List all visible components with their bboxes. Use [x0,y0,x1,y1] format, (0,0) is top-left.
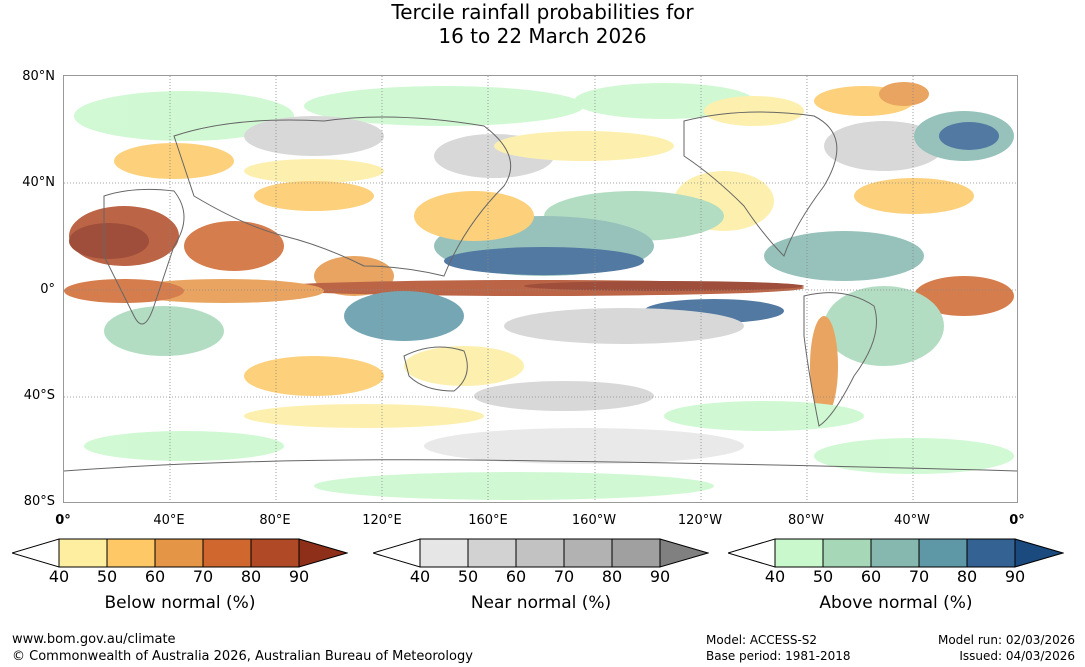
legend-above-swatch-2 [822,538,872,568]
lat-label-80n: 80°N [22,69,55,84]
legend-below-tick-60: 60 [144,567,166,586]
base-period: Base period: 1981-2018 [706,649,851,663]
title-line-2: 16 to 22 March 2026 [438,24,647,48]
legend-above-tick-80: 80 [956,567,978,586]
legend-near-tick-60: 60 [505,567,527,586]
lon-label-0-west: 0° [55,513,71,528]
legend-near-tick-80: 80 [601,567,623,586]
map-canvas [64,76,1017,502]
legend-below-swatch-2 [106,538,156,568]
website-link[interactable]: www.bom.gov.au/climate [12,632,176,647]
legend-near-title: Near normal (%) [470,593,612,613]
legend-above-tick-50: 50 [812,567,834,586]
rainfall-probability-map [63,75,1018,503]
legend-below-tick-90: 90 [288,567,310,586]
lon-label-120w: 120°W [677,513,723,528]
legend-near-swatch-2 [467,538,517,568]
legend-below-swatch-6 [298,538,348,568]
legend-above-swatch-0 [728,538,776,568]
footer-model-info: Model: ACCESS-S2 Base period: 1981-2018 [706,632,851,664]
lon-label-160e: 160°E [468,513,508,528]
legend-above-title: Above normal (%) [819,593,973,613]
legend-above-swatch-1 [774,538,824,568]
legend-near-tick-70: 70 [553,567,575,586]
legend-above-tick-60: 60 [860,567,882,586]
legend-below-swatch-1 [58,538,108,568]
legend-below-swatch-5 [250,538,300,568]
map-title: Tercile rainfall probabilities for 16 to… [0,0,1085,48]
lat-label-0: 0° [40,282,55,297]
lon-label-80e: 80°E [259,513,291,528]
lat-label-40n: 40°N [22,175,55,190]
legend-near-swatch-0 [373,538,421,568]
legend-near-swatch-1 [419,538,469,568]
legend-below-colorbar [12,538,348,568]
legend-above-swatch-5 [966,538,1016,568]
legend-near-normal [373,538,709,568]
legend-below-swatch-4 [202,538,252,568]
legend-near-tick-50: 50 [457,567,479,586]
issued-date: Issued: 04/03/2026 [959,649,1075,663]
legend-above-tick-70: 70 [908,567,930,586]
legend-near-colorbar [373,538,709,568]
legend-above-colorbar [728,538,1064,568]
legend-below-tick-80: 80 [240,567,262,586]
copyright-text: © Commonwealth of Australia 2026, Austra… [12,649,473,664]
legend-below-title: Below normal (%) [104,593,256,613]
legend-below-tick-70: 70 [192,567,214,586]
legend-below-tick-50: 50 [96,567,118,586]
legend-near-tick-90: 90 [649,567,671,586]
legend-above-normal [728,538,1064,568]
legend-above-tick-90: 90 [1004,567,1026,586]
lon-label-0-east: 0° [1009,513,1025,528]
legend-above-swatch-4 [918,538,968,568]
model-run-date: Model run: 02/03/2026 [937,633,1075,647]
model-name: Model: ACCESS-S2 [706,633,818,647]
legend-near-swatch-6 [659,538,709,568]
legend-below-normal [12,538,348,568]
lon-label-40e: 40°E [153,513,185,528]
legend-near-tick-40: 40 [409,567,431,586]
legend-near-swatch-5 [611,538,661,568]
footer-dates: Model run: 02/03/2026 Issued: 04/03/2026 [938,632,1075,664]
lon-label-120e: 120°E [362,513,402,528]
lon-label-160w: 160°W [571,513,617,528]
lon-label-80w: 80°W [788,513,824,528]
legend-near-swatch-4 [563,538,613,568]
legend-near-swatch-3 [515,538,565,568]
lat-label-40s: 40°S [23,388,55,403]
legend-above-tick-40: 40 [764,567,786,586]
legend-above-swatch-6 [1014,538,1064,568]
legend-below-tick-40: 40 [48,567,70,586]
lat-label-80s: 80°S [23,494,55,509]
legend-above-swatch-3 [870,538,920,568]
footer-left: www.bom.gov.au/climate © Commonwealth of… [12,631,473,665]
legend-below-swatch-3 [154,538,204,568]
lon-label-40w: 40°W [894,513,930,528]
title-line-1: Tercile rainfall probabilities for [391,0,694,24]
legend-below-swatch-0 [12,538,60,568]
